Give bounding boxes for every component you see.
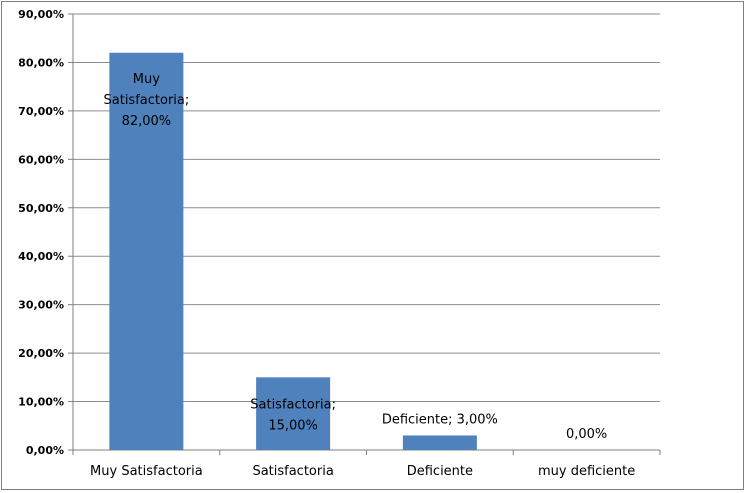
y-tick-label: 20,00% <box>18 347 64 360</box>
data-label: Satisfactoria; 15,00% <box>250 397 336 433</box>
data-label-line: Satisfactoria; <box>250 397 336 412</box>
y-tick-label: 90,00% <box>18 8 64 21</box>
y-tick-label: 60,00% <box>18 153 64 166</box>
y-tick-label: 70,00% <box>18 105 64 118</box>
data-label: Deficiente; 3,00% <box>382 412 498 427</box>
data-label-line: Deficiente; 3,00% <box>382 412 498 427</box>
y-tick-label: 50,00% <box>18 202 64 215</box>
x-category-label: muy deficiente <box>538 464 635 479</box>
data-label-line: 82,00% <box>122 114 172 129</box>
y-tick-label: 30,00% <box>18 299 64 312</box>
data-label: 0,00% <box>566 427 607 442</box>
x-category-label: Deficiente <box>407 464 473 479</box>
y-tick-label: 80,00% <box>18 56 64 69</box>
y-tick-label: 10,00% <box>18 396 64 409</box>
y-tick-label: 40,00% <box>18 250 64 263</box>
bar <box>402 435 477 450</box>
y-tick-label: 0,00% <box>26 444 64 457</box>
data-label-line: 15,00% <box>268 418 318 433</box>
bar <box>256 377 331 450</box>
data-label-line: 0,00% <box>566 427 607 442</box>
data-label-line: Muy <box>133 72 160 87</box>
x-category-label: Satisfactoria <box>252 464 333 479</box>
x-category-label: Muy Satisfactoria <box>90 464 203 479</box>
data-label-line: Satisfactoria; <box>104 93 190 108</box>
bar <box>109 52 184 450</box>
data-label: Muy Satisfactoria; 82,00% <box>104 72 190 129</box>
